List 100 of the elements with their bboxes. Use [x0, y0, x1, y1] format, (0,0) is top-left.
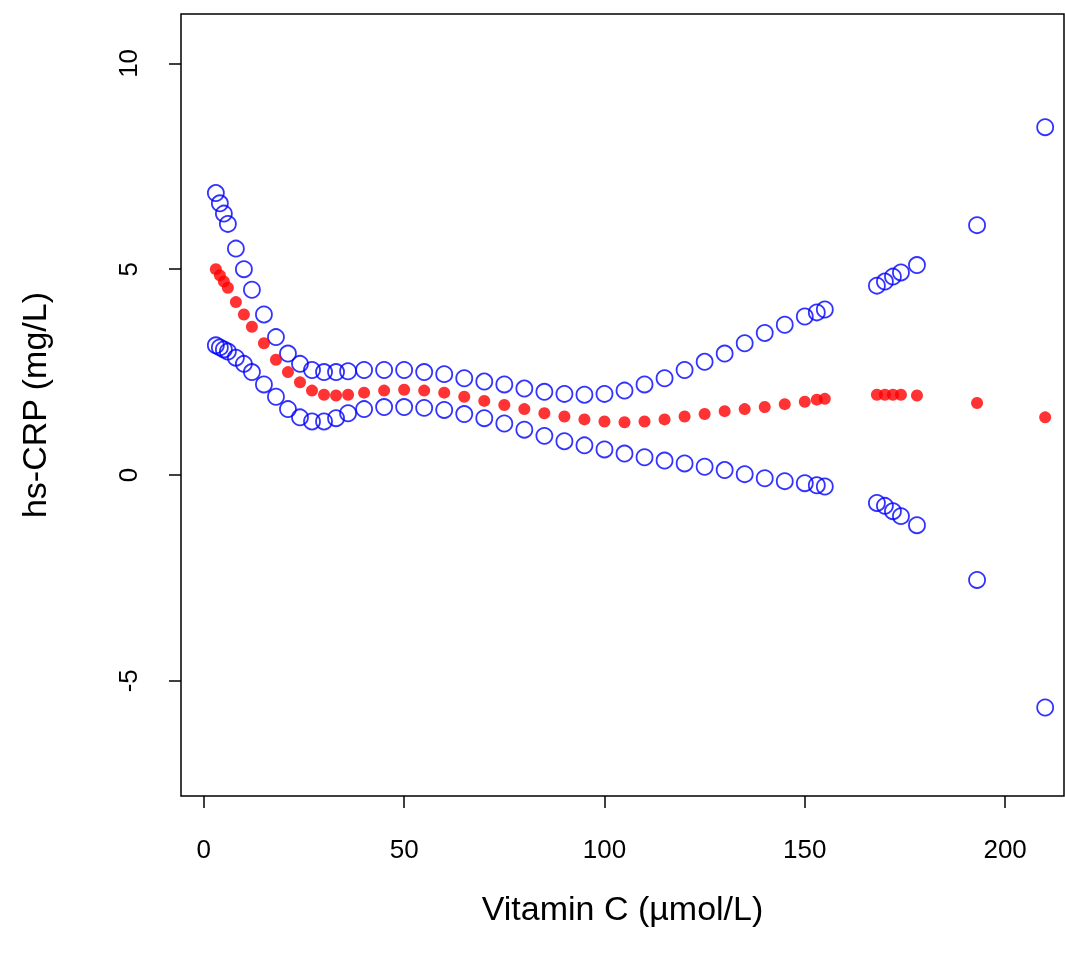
point	[245, 320, 258, 333]
point	[908, 516, 926, 535]
point	[227, 348, 245, 367]
point	[291, 354, 309, 373]
point	[778, 398, 791, 411]
x-tick-label: 200	[983, 834, 1027, 864]
point	[327, 409, 345, 428]
point	[267, 328, 285, 346]
point	[227, 239, 245, 258]
point	[892, 263, 910, 282]
point	[868, 494, 886, 512]
point	[455, 369, 474, 388]
point	[303, 361, 321, 379]
point	[294, 376, 306, 389]
x-tick-label: 50	[389, 834, 419, 864]
point	[658, 413, 671, 426]
point	[795, 474, 814, 493]
point	[206, 184, 225, 202]
point	[306, 384, 319, 397]
point	[868, 276, 886, 295]
point	[535, 426, 554, 445]
point	[910, 389, 923, 402]
point	[738, 403, 751, 416]
point	[214, 340, 233, 359]
point	[478, 394, 491, 407]
point	[558, 410, 571, 423]
point	[435, 365, 454, 384]
point	[968, 571, 986, 589]
point	[339, 404, 357, 423]
point	[498, 399, 511, 411]
point	[415, 363, 434, 381]
point	[330, 389, 343, 402]
point	[243, 280, 261, 299]
point	[555, 432, 574, 451]
point	[735, 465, 754, 484]
point	[807, 476, 826, 495]
point	[535, 382, 554, 401]
point	[214, 204, 233, 223]
x-tick-label: 100	[582, 834, 627, 864]
point	[1039, 411, 1052, 424]
point	[675, 361, 694, 379]
point	[355, 400, 373, 419]
point	[635, 448, 654, 467]
point	[255, 305, 273, 324]
point	[339, 362, 357, 381]
point	[884, 502, 902, 521]
point	[575, 436, 594, 455]
point	[795, 307, 814, 326]
point	[355, 361, 373, 379]
point	[210, 194, 229, 213]
y-axis-title: hs-CRP (mg/L)	[15, 291, 53, 519]
point	[315, 412, 333, 431]
point	[618, 416, 631, 429]
point	[327, 363, 345, 381]
point	[218, 215, 237, 233]
point	[892, 507, 910, 526]
point	[718, 405, 731, 418]
point	[257, 337, 270, 350]
point	[375, 398, 394, 416]
point	[375, 361, 394, 379]
point	[615, 444, 634, 463]
point	[538, 407, 551, 420]
point	[518, 403, 531, 416]
point	[575, 385, 594, 404]
point	[303, 412, 321, 431]
point	[968, 216, 986, 235]
y-tick-label: 10	[113, 48, 143, 78]
point	[435, 401, 454, 419]
point	[515, 420, 534, 439]
point	[876, 272, 894, 291]
y-tick-label: 0	[113, 467, 143, 483]
point	[281, 366, 294, 379]
point	[342, 388, 355, 401]
point	[615, 381, 634, 400]
point	[418, 384, 431, 397]
point	[698, 408, 711, 421]
point	[598, 415, 611, 428]
point	[279, 400, 297, 419]
point	[735, 334, 754, 353]
point	[267, 387, 285, 406]
point	[815, 477, 834, 496]
point	[378, 384, 391, 397]
x-tick-label: 0	[196, 834, 212, 864]
point	[876, 496, 894, 515]
point	[438, 386, 451, 399]
point	[715, 461, 734, 479]
y-tick-label: -5	[113, 669, 143, 693]
point	[315, 363, 333, 381]
point	[255, 375, 273, 394]
point	[595, 440, 614, 459]
point	[455, 405, 474, 423]
point	[755, 469, 774, 488]
point	[279, 344, 297, 363]
point	[475, 409, 494, 428]
x-axis-title: Vitamin C (µmol/L)	[481, 889, 764, 927]
point	[495, 414, 514, 433]
point	[221, 281, 234, 294]
point	[395, 398, 414, 416]
point	[475, 372, 494, 391]
point	[695, 352, 714, 371]
